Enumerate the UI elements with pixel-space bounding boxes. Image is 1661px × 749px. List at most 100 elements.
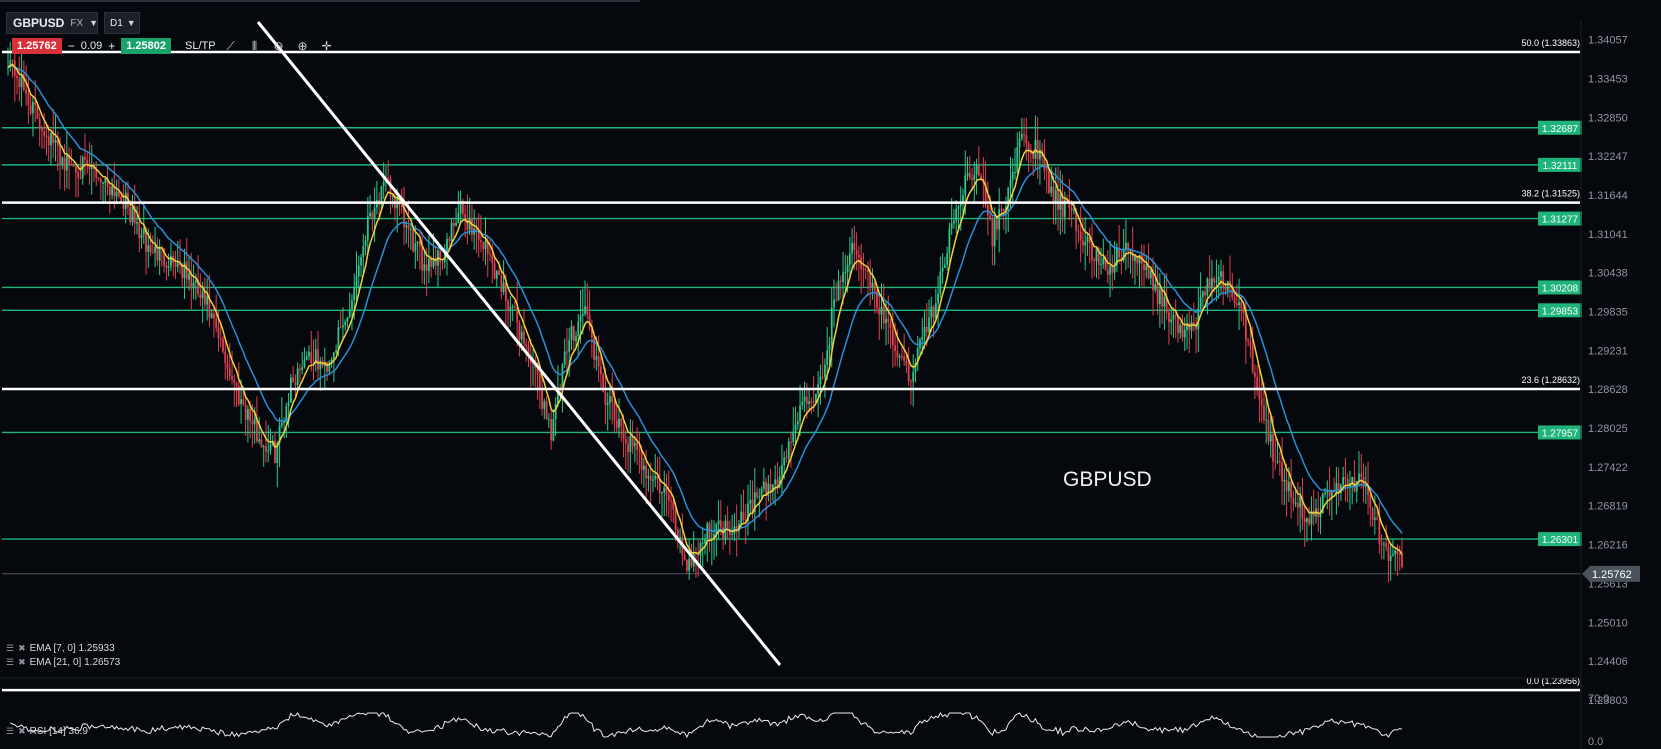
- candle-body: [97, 177, 100, 179]
- candle-body: [303, 359, 306, 368]
- timeframe-selector[interactable]: D1 ▼: [104, 12, 140, 34]
- candle-body: [34, 102, 37, 106]
- candle-body: [1396, 550, 1399, 555]
- chevron-down-icon: ▼: [126, 18, 136, 28]
- crosshair-icon[interactable]: ✛: [321, 39, 332, 53]
- candle-body: [781, 465, 783, 477]
- level-price-label: 1.30208: [1542, 283, 1579, 294]
- candle-body: [330, 359, 333, 362]
- candle-body: [597, 356, 600, 367]
- ema7-label: EMA [7, 0] 1.25933: [29, 643, 115, 654]
- candle-body: [1290, 481, 1293, 498]
- candle-body: [1152, 270, 1154, 291]
- candle-body: [658, 479, 661, 494]
- candle-body: [566, 351, 568, 353]
- candle-body: [1360, 473, 1363, 477]
- candle-body: [314, 349, 317, 364]
- candles-icon[interactable]: ⫴: [252, 39, 258, 53]
- candle-body: [1014, 171, 1016, 173]
- candle-body: [95, 169, 98, 178]
- candle-body: [348, 309, 351, 318]
- candle-body: [246, 409, 249, 420]
- candle-body: [468, 217, 471, 230]
- candle-body: [242, 399, 245, 405]
- close-icon[interactable]: ✖: [18, 726, 26, 736]
- candle-body: [1084, 242, 1087, 246]
- zoom-in-icon[interactable]: ⊕: [297, 39, 308, 53]
- ema7-legend[interactable]: ☰ ✖ EMA [7, 0] 1.25933: [6, 643, 115, 654]
- candle-body: [267, 450, 270, 452]
- candle-body: [63, 157, 66, 171]
- chevron-down-icon: ▼: [89, 18, 99, 28]
- candle-body: [785, 457, 788, 459]
- candle-body: [486, 240, 489, 254]
- candle-body: [1088, 236, 1091, 244]
- candle-body: [973, 174, 976, 180]
- candle-body: [1299, 496, 1302, 508]
- candle-body: [1097, 247, 1100, 265]
- candle-body: [283, 421, 285, 423]
- candle-body: [1158, 289, 1161, 305]
- level-price-badge: [1538, 157, 1582, 172]
- candle-body: [910, 381, 912, 383]
- candle-body: [1032, 153, 1035, 159]
- decrease-quantity-button[interactable]: −: [67, 39, 75, 53]
- candle-body: [622, 426, 625, 439]
- candle-body: [1118, 247, 1121, 258]
- candle-body: [108, 186, 111, 196]
- candle-body: [1149, 270, 1152, 279]
- candle-body: [615, 420, 618, 428]
- candle-body: [366, 216, 369, 241]
- quantity-input[interactable]: 0.09: [80, 40, 103, 52]
- candle-body: [749, 499, 752, 504]
- settings-icon[interactable]: ☰: [6, 657, 15, 667]
- candle-body: [550, 419, 553, 441]
- candle-body: [828, 345, 831, 351]
- increase-quantity-button[interactable]: +: [108, 39, 116, 53]
- candle-body: [1113, 265, 1116, 273]
- candle-body: [1170, 319, 1173, 323]
- close-icon[interactable]: ✖: [18, 657, 26, 667]
- candle-body: [434, 258, 437, 266]
- ema21-legend[interactable]: ☰ ✖ EMA [21, 0] 1.26573: [6, 657, 120, 668]
- candle-body: [563, 351, 566, 365]
- candle-body: [1009, 179, 1012, 188]
- candle-body: [742, 511, 745, 521]
- candle-body: [950, 223, 953, 229]
- candle-body: [145, 229, 147, 252]
- sell-button[interactable]: 1.25762: [12, 38, 62, 54]
- symbol-selector[interactable]: GBPUSD FX ▼: [6, 12, 98, 34]
- price-tick-label: 1.23803: [1588, 695, 1628, 707]
- price-tick-label: 1.28628: [1588, 384, 1628, 396]
- zoom-out-icon[interactable]: ⊖: [273, 39, 284, 53]
- candle-body: [185, 261, 188, 280]
- candle-body: [1369, 495, 1372, 509]
- candle-body: [545, 401, 548, 420]
- settings-icon[interactable]: ☰: [6, 643, 15, 653]
- candle-body: [1265, 419, 1268, 421]
- candle-body: [1387, 546, 1390, 562]
- line-chart-icon[interactable]: ⟋: [226, 39, 235, 53]
- candle-body: [525, 343, 528, 347]
- candle-body: [538, 373, 541, 390]
- candle-body: [1109, 266, 1111, 275]
- candle-body: [382, 182, 385, 187]
- candle-body: [731, 534, 734, 536]
- candle-body: [176, 262, 179, 267]
- settings-icon[interactable]: ☰: [6, 726, 15, 736]
- candle-body: [1070, 207, 1073, 211]
- candle-body: [1303, 518, 1306, 522]
- rsi-legend[interactable]: ☰ ✖ RSI [14] 36.9: [6, 726, 88, 737]
- candle-body: [1292, 497, 1295, 504]
- candle-body: [769, 483, 772, 492]
- candle-body: [683, 554, 686, 560]
- sltp-button[interactable]: SL/TP: [184, 40, 216, 52]
- candle-body: [1197, 308, 1200, 330]
- candle-body: [590, 327, 593, 338]
- close-icon[interactable]: ✖: [18, 643, 26, 653]
- buy-button[interactable]: 1.25802: [121, 38, 171, 54]
- candle-body: [1048, 171, 1050, 193]
- candle-body: [1382, 543, 1385, 545]
- candle-body: [418, 241, 421, 247]
